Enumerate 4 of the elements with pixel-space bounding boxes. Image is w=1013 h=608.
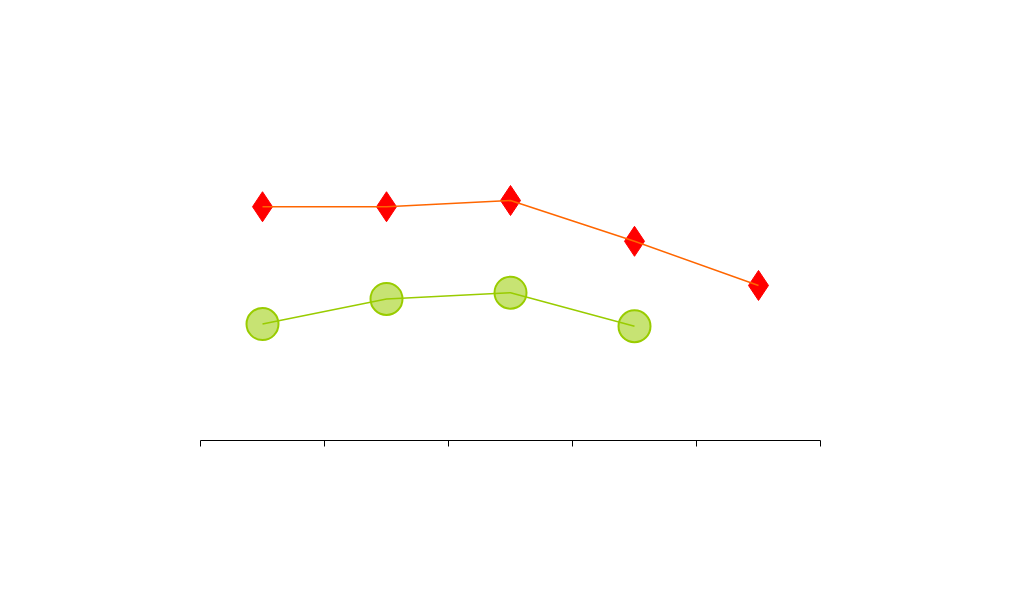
point xyxy=(493,275,528,310)
point xyxy=(617,309,652,344)
point xyxy=(369,281,404,316)
point xyxy=(245,307,280,342)
